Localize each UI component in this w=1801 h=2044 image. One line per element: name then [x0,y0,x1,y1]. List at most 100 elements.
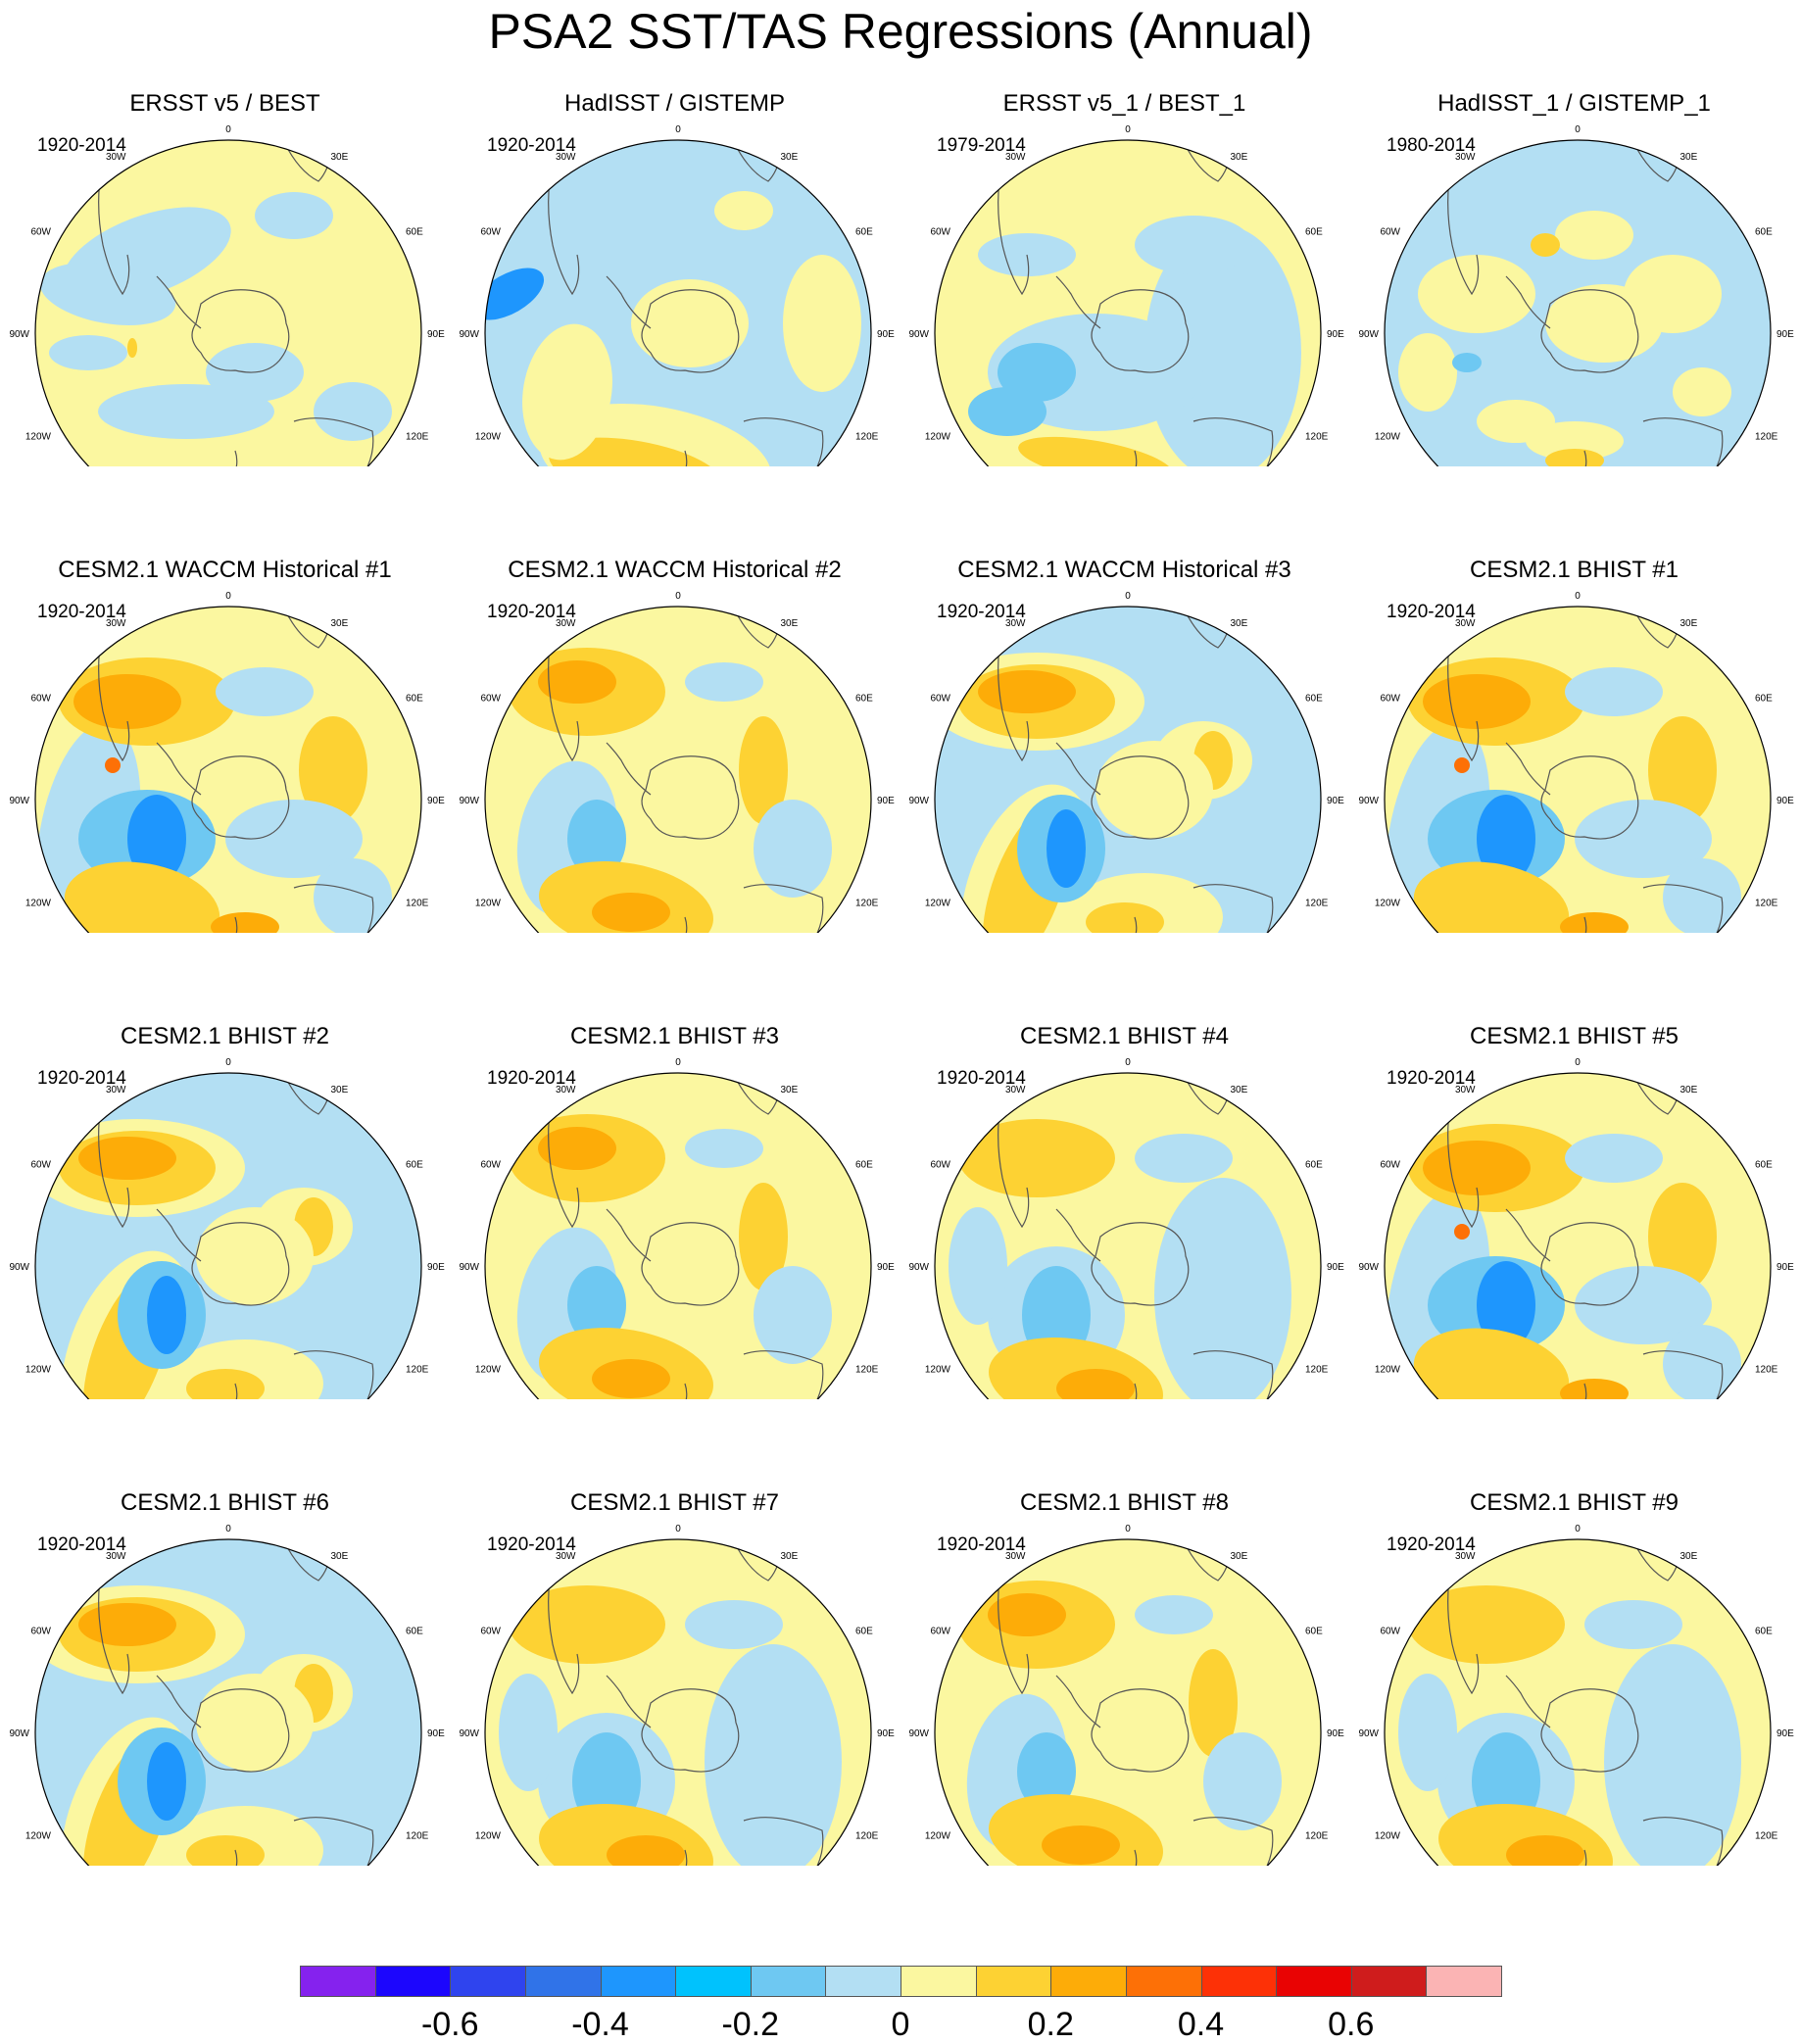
contour-region [1526,421,1624,461]
map-border [1384,139,1772,466]
new-zealand-coastline [217,1849,238,1866]
longitude-label: 120W [925,899,951,909]
contour-region [73,674,181,729]
longitude-label: 60E [406,227,423,238]
contour-region [1017,1732,1076,1811]
longitude-label: 60W [930,227,950,238]
colorbar-tick-label: -0.6 [420,2006,479,2043]
polar-map: 030E60E90E120E150E180150W120W90W60W30W [908,1057,1344,1399]
antarctica-coastline [191,1222,290,1306]
longitude-label: 60W [1380,227,1400,238]
new-zealand-coastline [1566,916,1587,933]
longitude-label: 90E [1327,1262,1344,1273]
contour-region [1408,1585,1565,1664]
longitude-label: 30W [1455,1551,1476,1562]
australia-coastline [293,884,374,933]
australia-coastline [293,1350,374,1399]
contour-region [739,1183,788,1290]
peninsula-coastline [1505,742,1551,796]
longitude-label: 60W [930,1627,950,1637]
contour-region [186,1835,265,1866]
longitude-label: 120W [25,1365,52,1376]
contour-region [1454,757,1470,773]
colorbar-tick-label: -0.2 [721,2006,780,2043]
australia-coastline [743,884,824,933]
longitude-label: 60E [1305,1160,1323,1171]
polar-map: 030E60E90E120E150E180150W120W90W60W30W [459,1524,895,1866]
longitude-label: 0 [225,1524,231,1534]
longitude-label: 120E [855,432,879,443]
new-zealand-coastline [1116,1849,1138,1866]
contour-region [1413,1328,1570,1399]
panel-period: 1979-2014 [937,135,1026,156]
contour-region [988,1593,1066,1636]
colorbar-swatch [1426,1966,1502,1997]
longitude-label: 0 [225,591,231,602]
contour-region [522,323,612,461]
longitude-label: 120E [855,1365,879,1376]
panel-period: 1920-2014 [1387,1068,1476,1089]
australia-coastline [1642,1817,1724,1866]
panel-title: CESM2.1 WACCM Historical #3 [957,557,1291,583]
contour-region [968,387,1047,436]
map-border [34,139,422,466]
contour-region [1095,741,1213,839]
contour-region [1545,284,1663,363]
longitude-label: 0 [1575,1524,1581,1534]
australia-coastline [743,1350,824,1399]
longitude-label: 90E [427,329,445,340]
longitude-label: 60E [1755,227,1773,238]
contour-region [64,861,220,933]
map-border [484,606,872,933]
map-border [934,139,1322,466]
longitude-label: 120E [1305,1365,1329,1376]
contour-region [1575,800,1712,878]
new-zealand-coastline [666,1383,688,1399]
polar-map: 030E60E90E120E150E180150W120W90W60W30W [1358,124,1794,466]
peninsula-coastline [606,742,652,796]
new-zealand-coastline [1116,1383,1138,1399]
australia-coastline [1193,417,1274,466]
contour-region [949,1207,1007,1325]
australia-coastline [743,417,824,466]
longitude-label: 30W [1455,1085,1476,1095]
longitude-label: 90W [459,329,479,340]
contour-region [147,1742,186,1821]
peninsula-coastline [156,1208,202,1262]
colorbar-swatch [374,1966,452,1997]
longitude-label: 90W [1358,796,1379,806]
contour-region [592,1359,670,1398]
antarctica-coastline [641,1222,740,1306]
longitude-label: 30W [1005,1085,1026,1095]
longitude-label: 90W [459,1728,479,1739]
panel-period: 1920-2014 [487,135,576,156]
longitude-label: 120E [1305,1831,1329,1842]
australia-coastline [1193,1350,1274,1399]
longitude-label: 60E [855,1627,873,1637]
polar-map: 030E60E90E120E150E180150W120W90W60W30W [459,124,895,466]
longitude-label: 90E [877,1262,895,1273]
contour-region [1560,912,1629,933]
panel-title: ERSST v5 / BEST [129,90,320,117]
longitude-label: 0 [1125,591,1131,602]
contour-region [1648,716,1717,824]
new-zealand-coastline [217,450,238,466]
panel-period: 1920-2014 [937,602,1026,622]
longitude-label: 0 [225,124,231,135]
map-panel: 030E60E90E120E150E180150W120W90W60W30WCE… [450,466,900,933]
contour-region [685,1600,783,1649]
contour-region [127,338,137,358]
map-border [34,1072,422,1399]
longitude-label: 120E [406,1365,429,1376]
contour-region [1477,1261,1535,1349]
antarctica-coastline [641,755,740,840]
contour-region [739,716,788,824]
colorbar-swatch [600,1966,677,1997]
longitude-label: 60E [406,1627,423,1637]
panel-title: CESM2.1 BHIST #2 [121,1023,329,1049]
map-border [1384,1538,1772,1866]
contour-region [196,1674,314,1772]
map-panel: 030E60E90E120E150E180150W120W90W60W30WCE… [0,933,450,1399]
longitude-label: 60W [930,694,950,705]
contour-region [147,1276,186,1354]
